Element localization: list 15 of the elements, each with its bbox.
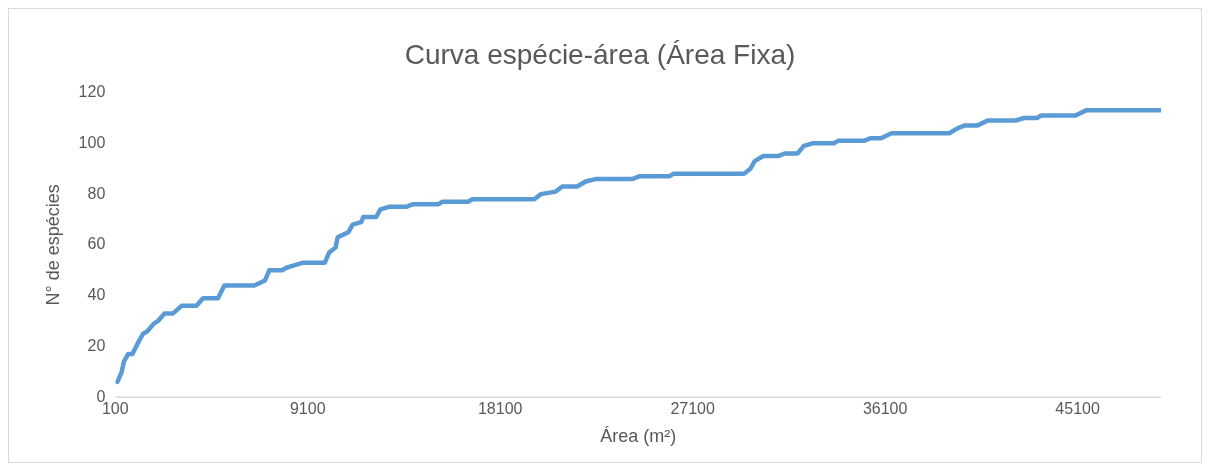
x-tick-label: 18100 [477, 400, 523, 418]
y-tick-label: 100 [78, 133, 106, 151]
y-tick-label: 40 [87, 286, 106, 304]
x-tick-label: 9100 [289, 400, 326, 418]
x-tick-label: 27100 [670, 400, 716, 418]
y-tick-label: 60 [87, 235, 106, 253]
x-tick-label: 100 [101, 400, 129, 418]
chart-title: Curva espécie-área (Área Fixa) [404, 38, 796, 70]
x-tick-label: 36100 [862, 400, 908, 418]
y-tick-label: 80 [87, 184, 106, 202]
y-axis-title: N° de espécies [42, 184, 63, 306]
y-tick-label: 120 [78, 83, 106, 101]
x-axis-title: Área (m²) [600, 426, 677, 447]
x-tick-label: 45100 [1055, 400, 1100, 418]
y-tick-label: 20 [87, 336, 106, 354]
